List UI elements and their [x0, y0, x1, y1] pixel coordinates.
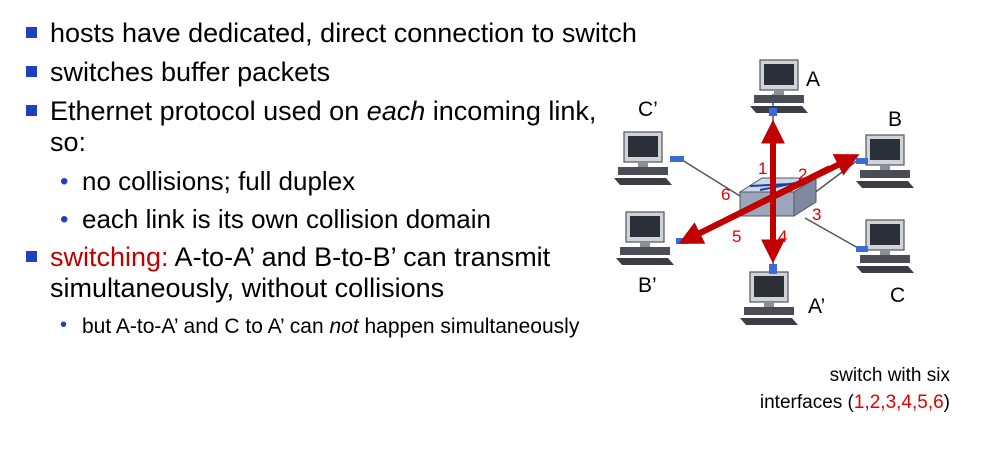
- interface-1: 1: [758, 159, 767, 178]
- label-C: C: [890, 284, 905, 307]
- label-A-prime: A’: [808, 295, 825, 318]
- link-C-prime: [681, 159, 741, 197]
- host-A-icon: [749, 59, 809, 114]
- interface-6: 6: [721, 185, 730, 204]
- switching-term: switching:: [50, 242, 169, 272]
- subbullet-no-collisions: no collisions; full duplex: [18, 166, 638, 197]
- caption-text-1: interfaces (: [759, 392, 854, 413]
- label-B-prime: B’: [638, 274, 657, 297]
- caption-line-2: interfaces (1,2,3,4,5,6): [700, 389, 950, 416]
- caption-line-1: switch with six: [829, 365, 950, 386]
- label-B: B: [888, 108, 902, 131]
- cannot-text-2: happen simultaneously: [358, 315, 580, 338]
- port-B-icon: [856, 158, 868, 164]
- ethernet-text-2: incoming link, so:: [50, 96, 597, 157]
- port-C-icon: [856, 246, 868, 252]
- host-A-prime-icon: [739, 271, 799, 326]
- bullet-hosts-dedicated: hosts have dedicated, direct connection …: [18, 18, 638, 49]
- subbullet-cannot-happen: but A-to-A’ and C to A’ can not happen s…: [18, 311, 638, 341]
- switching-text: A-to-A’ and B-to-B’ can transmit simulta…: [50, 242, 551, 303]
- bullet-list: hosts have dedicated, direct connection …: [18, 18, 638, 341]
- port-A-icon: [769, 108, 777, 116]
- port-A-prime-icon: [769, 264, 777, 274]
- interface-2: 2: [798, 165, 807, 184]
- interface-5: 5: [732, 227, 741, 246]
- host-C-prime-icon: [613, 131, 673, 186]
- interface-3: 3: [812, 205, 821, 224]
- host-B-prime-icon: [615, 211, 675, 266]
- diagram-caption: switch with six interfaces (1,2,3,4,5,6): [700, 362, 950, 416]
- bullet-ethernet-protocol: Ethernet protocol used on each incoming …: [18, 96, 638, 158]
- cannot-text-1: but A-to-A’ and C to A’ can: [82, 315, 330, 338]
- port-C-prime-icon: [670, 156, 684, 162]
- arrow-B-to-B-prime: [678, 165, 832, 244]
- ethernet-text-em: each: [366, 96, 426, 126]
- ethernet-text-1: Ethernet protocol used on: [50, 96, 367, 126]
- cannot-text-em: not: [329, 315, 359, 338]
- label-C-prime: C’: [638, 98, 658, 121]
- switch-diagram: A B C A’ B’ C’ 1 2 3 4 5 6: [613, 59, 915, 326]
- bullet-switches-buffer: switches buffer packets: [18, 57, 638, 88]
- subbullet-collision-domain: each link is its own collision domain: [18, 204, 638, 235]
- bullet-switching: switching: A-to-A’ and B-to-B’ can trans…: [18, 242, 638, 304]
- caption-interface-numbers: 1,2,3,4,5,6: [853, 392, 944, 413]
- label-A: A: [806, 68, 820, 91]
- interface-4: 4: [778, 227, 787, 246]
- caption-text-2: ): [943, 392, 950, 413]
- link-C: [804, 217, 859, 249]
